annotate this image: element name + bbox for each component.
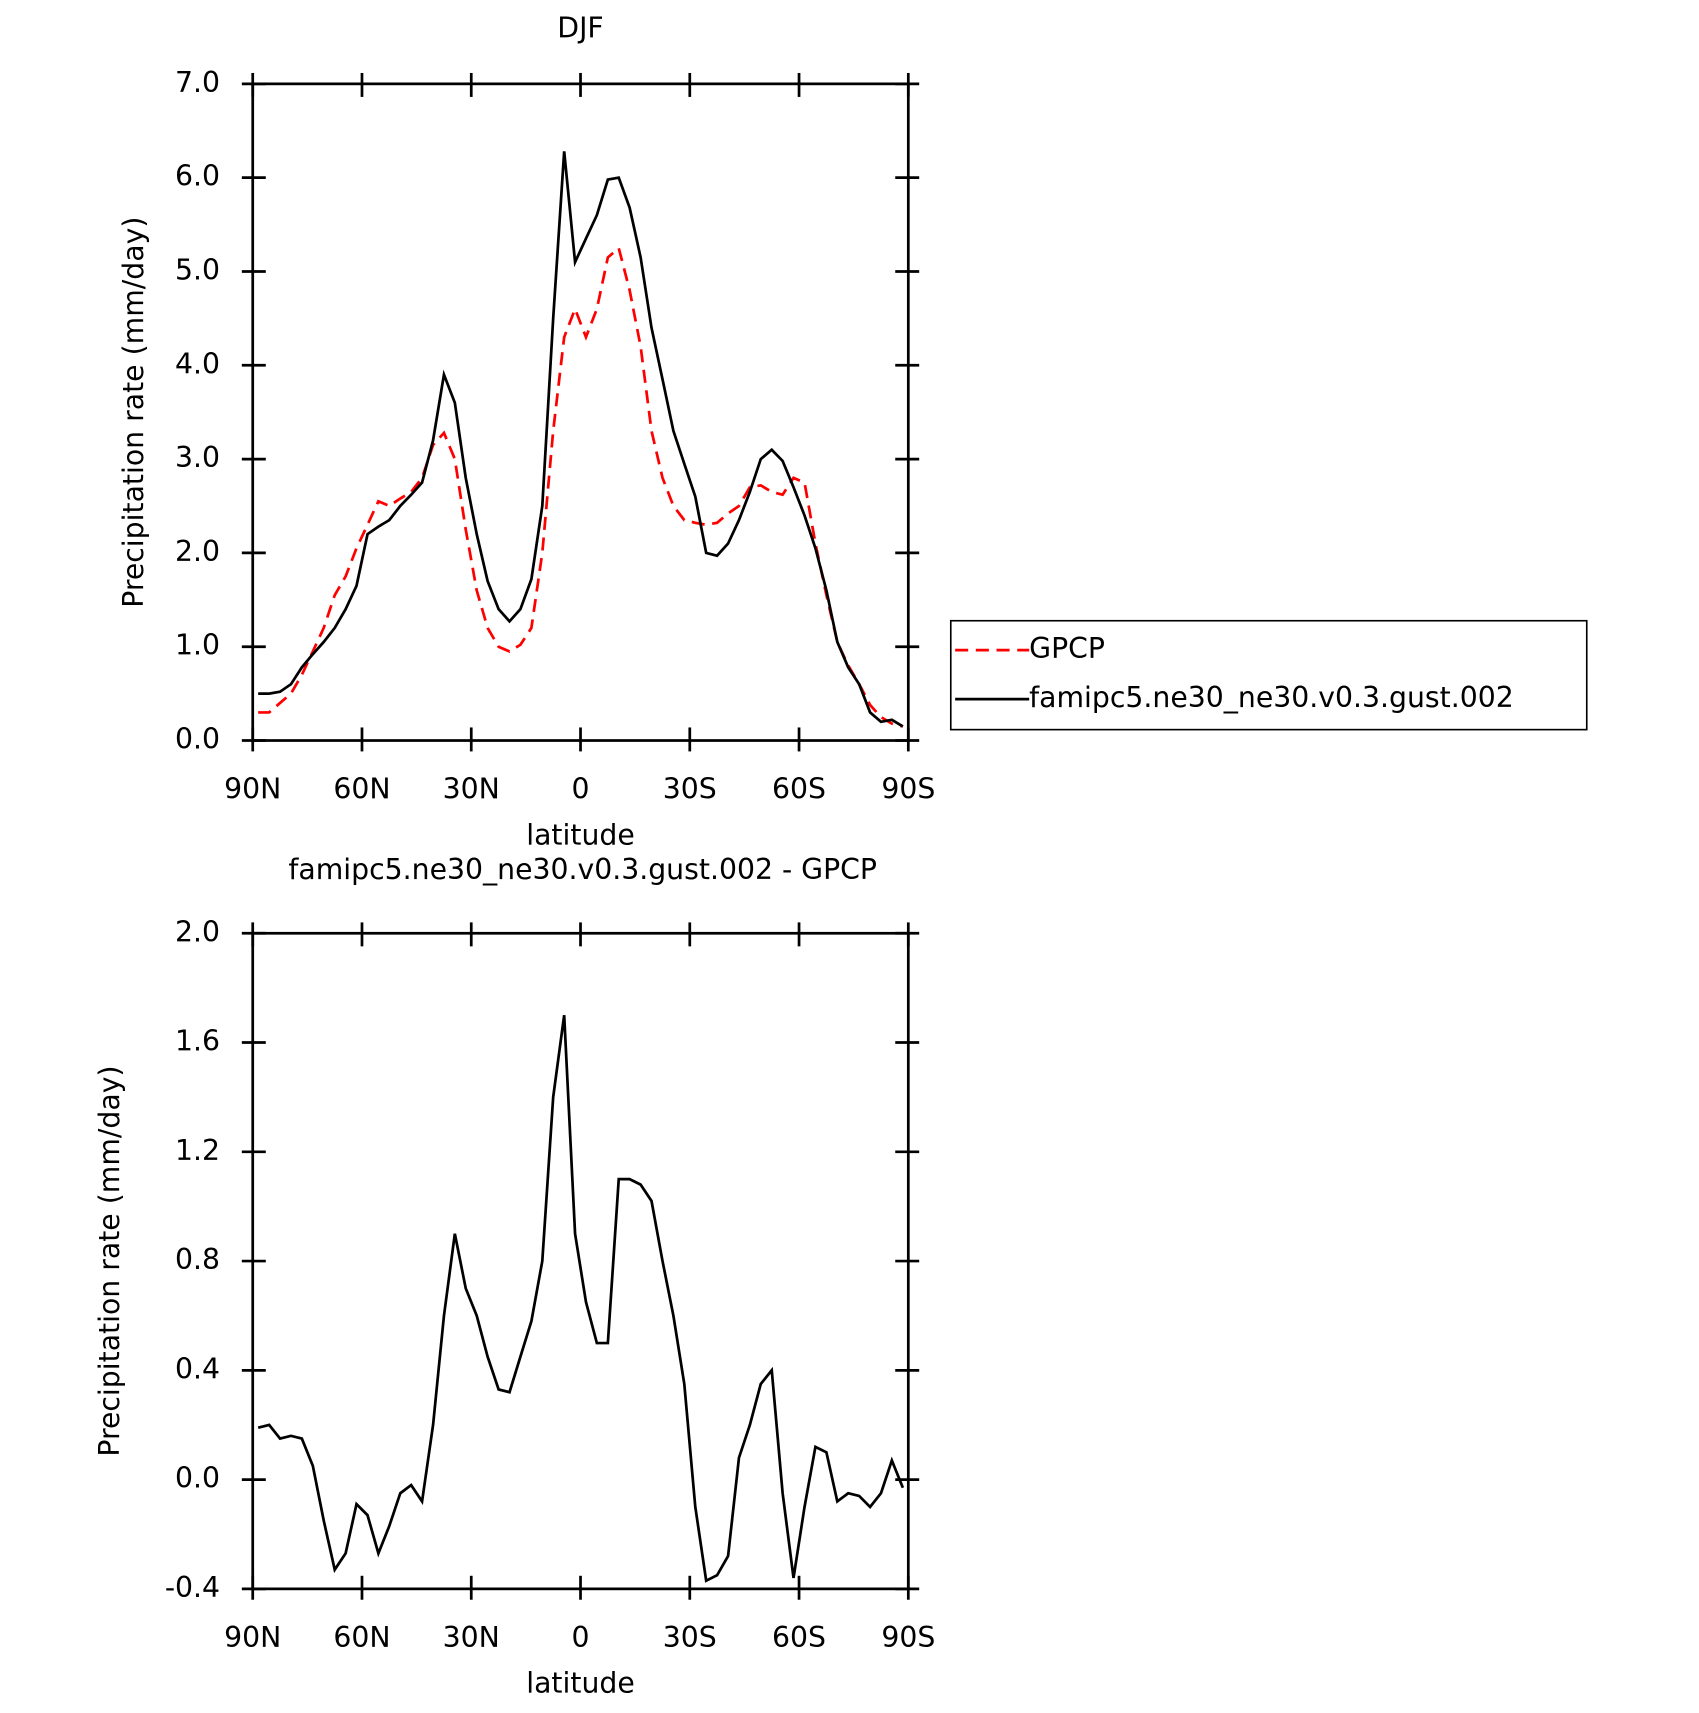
y-tick-label: 0.0 (175, 723, 220, 756)
legend-label: famipc5.ne30_ne30.v0.3.gust.002 (1029, 681, 1514, 714)
x-tick-label: 90S (881, 1621, 935, 1654)
x-axis-label: latitude (526, 1667, 635, 1700)
x-tick-label: 60S (772, 773, 826, 806)
x-tick-label: 0 (572, 773, 590, 806)
x-tick-label: 0 (572, 1621, 590, 1654)
legend-label: GPCP (1029, 632, 1105, 665)
y-tick-label: 2.0 (175, 915, 220, 948)
y-tick-label: 0.0 (175, 1462, 220, 1495)
x-tick-label: 30N (443, 1621, 500, 1654)
x-tick-label: 90S (881, 773, 935, 806)
chart-title: famipc5.ne30_ne30.v0.3.gust.002 - GPCP (288, 853, 877, 886)
y-tick-label: 6.0 (175, 160, 220, 193)
y-tick-label: 1.6 (175, 1025, 220, 1058)
x-tick-label: 90N (224, 773, 281, 806)
x-tick-label: 30N (443, 773, 500, 806)
y-tick-label: 0.4 (175, 1352, 220, 1385)
x-tick-label: 90N (224, 1621, 281, 1654)
x-tick-label: 60S (772, 1621, 826, 1654)
plot-frame (251, 82, 910, 742)
y-tick-label: 1.2 (175, 1134, 220, 1167)
y-tick-label: 3.0 (175, 441, 220, 474)
data-line (258, 245, 904, 728)
y-tick-label: 0.8 (175, 1243, 220, 1276)
y-axis-label: Precipitation rate (mm/day) (93, 1065, 126, 1456)
x-axis-label: latitude (526, 818, 635, 851)
y-tick-label: 1.0 (175, 629, 220, 662)
y-tick-label: 7.0 (175, 66, 220, 99)
x-tick-label: 60N (333, 773, 390, 806)
y-tick-label: 4.0 (175, 347, 220, 380)
y-axis-label: Precipitation rate (mm/day) (117, 217, 150, 608)
chart-title: DJF (557, 11, 603, 44)
x-tick-label: 30S (663, 1621, 717, 1654)
x-tick-label: 60N (333, 1621, 390, 1654)
y-tick-label: -0.4 (165, 1571, 220, 1604)
data-line (258, 151, 904, 728)
y-tick-label: 2.0 (175, 535, 220, 568)
legend-box (949, 619, 1588, 731)
x-tick-label: 30S (663, 773, 717, 806)
y-tick-label: 5.0 (175, 253, 220, 286)
data-line (257, 1014, 905, 1583)
